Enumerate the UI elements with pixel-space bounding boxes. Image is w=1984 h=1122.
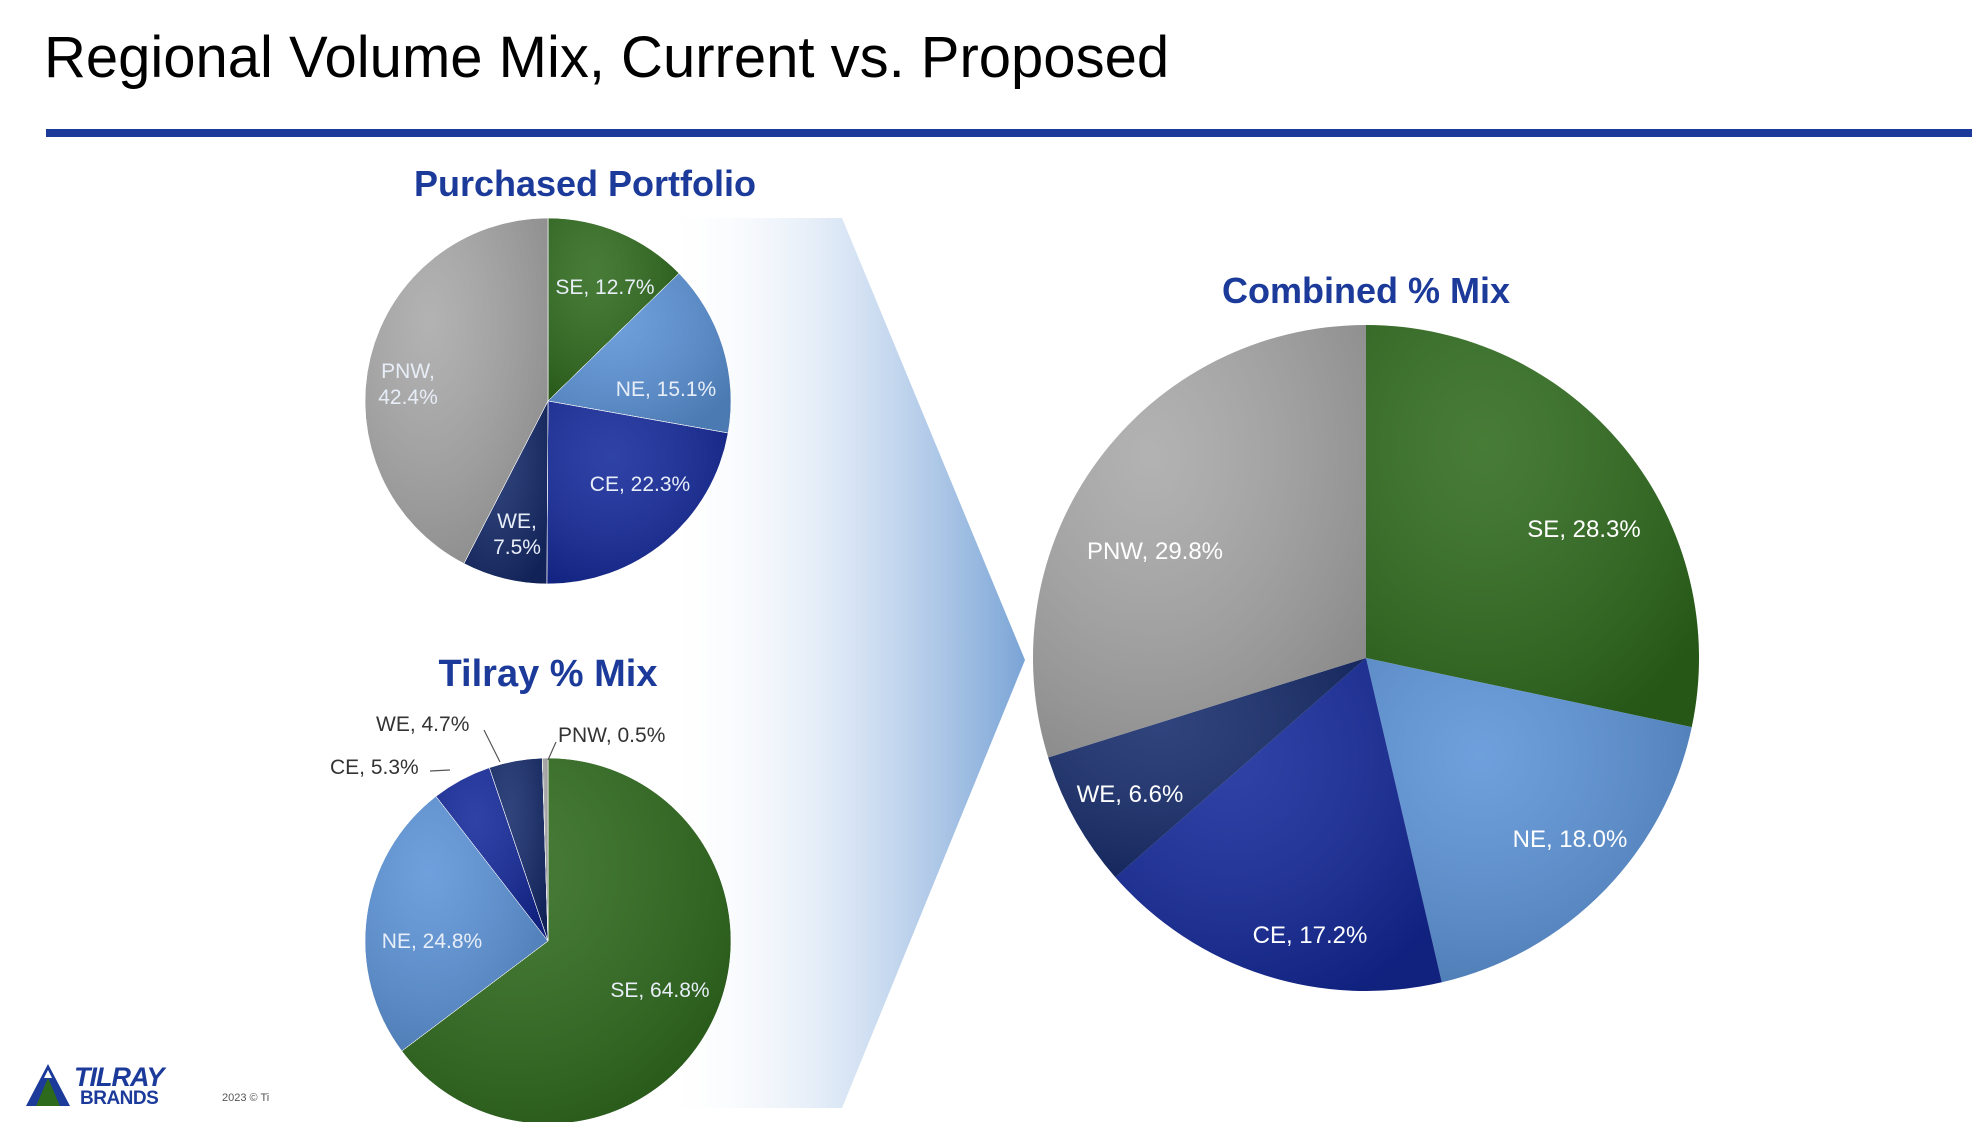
- pie-slice-shade: [1366, 658, 1692, 983]
- pie-slice-shade: [1366, 325, 1699, 728]
- logo-text: TILRAY: [74, 1062, 164, 1092]
- pie-slice-shade: [1048, 658, 1366, 878]
- pie-label-ce: CE, 5.3%: [330, 756, 419, 779]
- pie-slice-shade: [401, 757, 732, 1122]
- pie-slice-shade: [547, 217, 680, 402]
- pie-slice-shade: [542, 757, 549, 942]
- pie-label-pnw: PNW, 29.8%: [1087, 538, 1223, 565]
- connector-wedge: [660, 218, 1025, 1108]
- pie-slice-shade: [364, 217, 549, 564]
- pie-label-ne: NE, 18.0%: [1513, 826, 1628, 853]
- pie-leader-line: [483, 729, 501, 763]
- pie-label-pnw: PNW, 42.4%: [378, 360, 438, 409]
- pie-label-ce: CE, 17.2%: [1253, 922, 1368, 949]
- pie-chart-2: Combined % Mix SE, 28.3% NE, 18.0% CE, 17.2…: [1033, 270, 1699, 991]
- pie-slice-shade: [1115, 658, 1442, 991]
- pie-label-we: WE, 4.7%: [376, 713, 469, 736]
- pie-label-we: WE, 6.6%: [1077, 781, 1184, 808]
- pie-label-pnw: PNW, 0.5%: [558, 724, 665, 747]
- pie-title-0: Purchased Portfolio: [414, 163, 756, 204]
- tilray-logo-icon: [26, 1064, 70, 1106]
- logo-subtext: BRANDS: [80, 1088, 159, 1109]
- pie-leader-line: [547, 741, 557, 761]
- pie-label-we: WE, 7.5%: [493, 510, 541, 559]
- pie-chart-1: Tilray % Mix SE, 64.8% NE, 24.8% CE, 5.3% WE…: [330, 653, 732, 1122]
- pie-slice-shade: [364, 795, 549, 1052]
- pie-chart-0: Purchased Portfolio SE, 12.7% NE, 15.1% CE,…: [364, 163, 756, 585]
- pie-title-1: Tilray % Mix: [439, 653, 658, 695]
- pie-slice-shade: [1033, 325, 1366, 758]
- pie-leader-line: [429, 769, 451, 772]
- copyright: 2023 © Ti: [222, 1092, 270, 1104]
- title-rule: [46, 129, 1972, 137]
- pie-slice-shade: [547, 272, 732, 434]
- slide-title: Regional Volume Mix, Current vs. Propose…: [44, 25, 1170, 90]
- pie-slice-shade: [546, 400, 729, 585]
- pie-label-se: SE, 12.7%: [555, 276, 654, 299]
- pie-label-ne: NE, 24.8%: [382, 930, 482, 953]
- pie-label-se: SE, 64.8%: [610, 979, 709, 1002]
- pie-label-ne: NE, 15.1%: [616, 378, 716, 401]
- pie-title-2: Combined % Mix: [1222, 270, 1510, 311]
- pie-label-ce: CE, 22.3%: [590, 473, 690, 496]
- pie-label-se: SE, 28.3%: [1527, 516, 1640, 543]
